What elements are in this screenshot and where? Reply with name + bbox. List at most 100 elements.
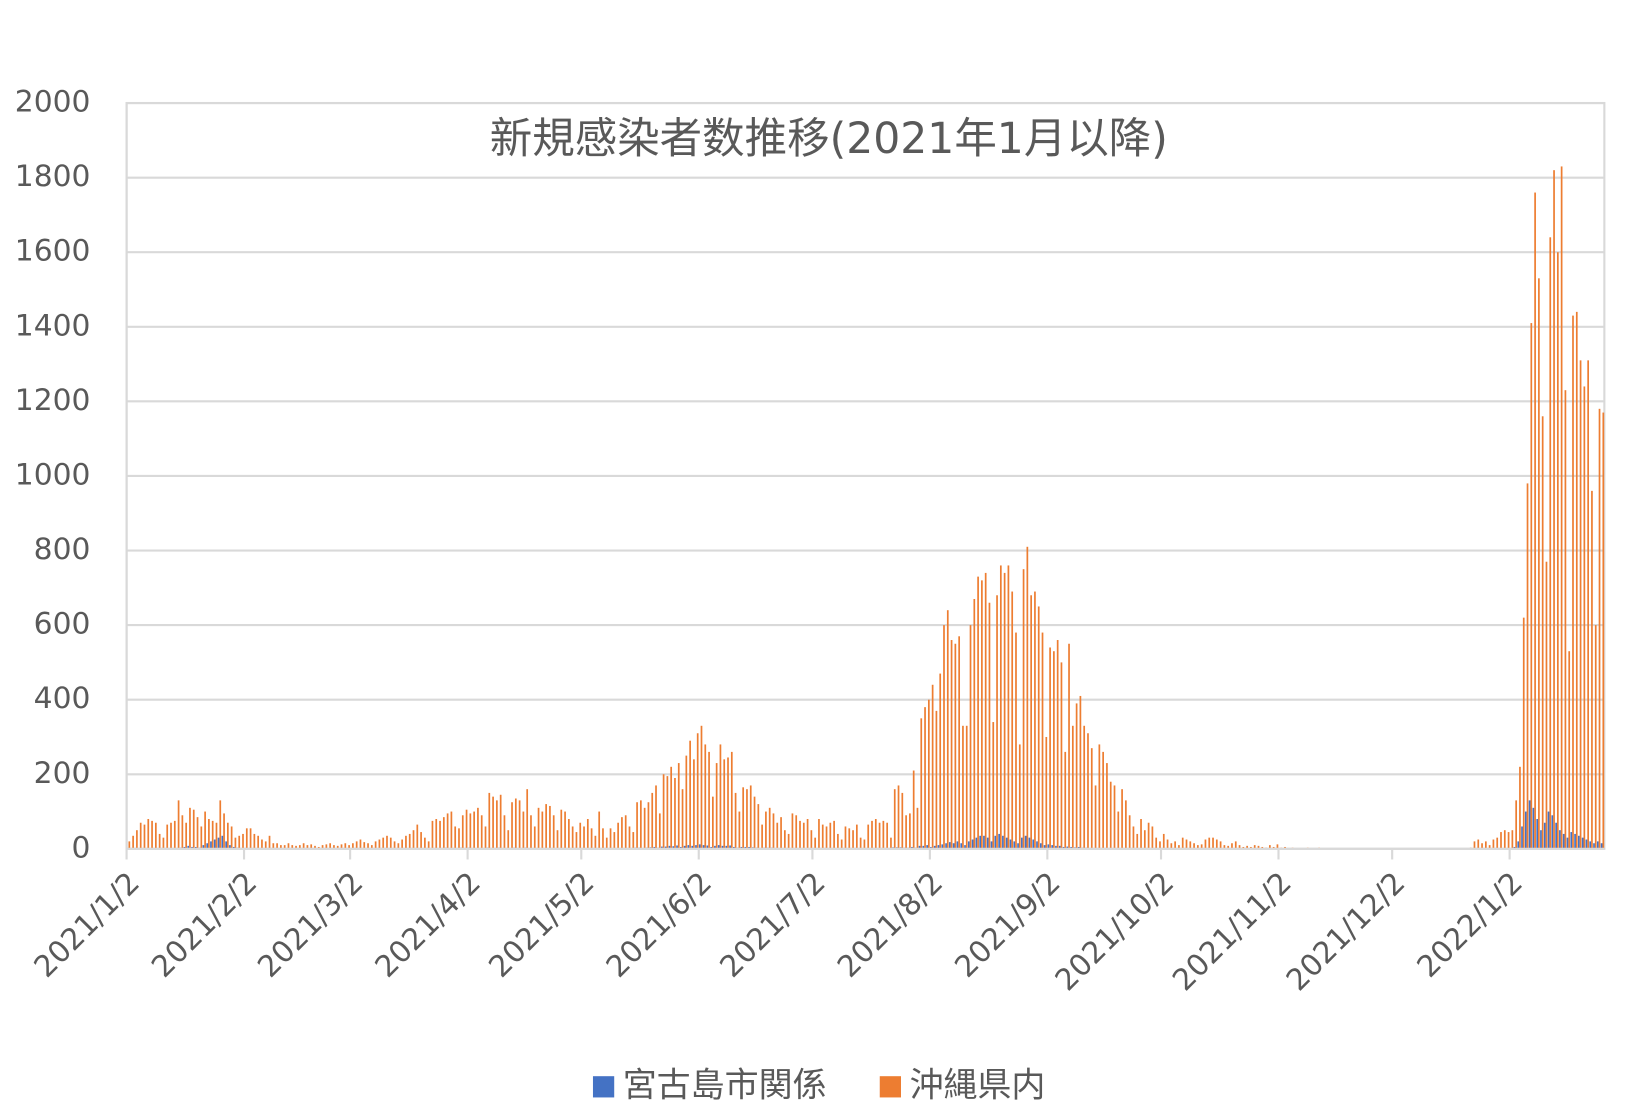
bar: [973, 599, 976, 849]
bar: [507, 830, 510, 849]
bar: [1045, 736, 1048, 849]
y-tick-label: 1800: [15, 159, 91, 194]
bar: [1556, 252, 1559, 849]
bar: [1037, 606, 1040, 849]
bar: [1028, 837, 1031, 849]
bar: [594, 835, 597, 849]
bar: [1526, 483, 1529, 849]
bar: [1159, 841, 1161, 849]
bar: [393, 841, 396, 849]
bar: [408, 833, 411, 849]
bar: [537, 807, 540, 849]
bar: [1522, 617, 1525, 849]
bar: [1532, 807, 1535, 849]
bar: [442, 817, 445, 849]
bar: [712, 796, 714, 849]
bar: [181, 815, 184, 849]
bar: [695, 845, 697, 849]
bar: [217, 837, 220, 849]
bar: [1212, 837, 1214, 849]
bar: [723, 759, 726, 849]
y-tick-label: 600: [34, 607, 91, 642]
bar: [897, 785, 900, 849]
bar: [746, 789, 748, 849]
bar: [776, 822, 779, 849]
bar: [151, 820, 153, 849]
bar: [210, 841, 212, 849]
bar: [1269, 845, 1271, 849]
bar: [374, 841, 377, 849]
bar: [1562, 833, 1565, 849]
bar: [617, 822, 619, 849]
bar: [783, 830, 786, 849]
bar: [829, 822, 832, 849]
bar: [863, 839, 866, 849]
bar: [1064, 751, 1067, 849]
bar: [412, 830, 415, 849]
bar: [397, 843, 400, 849]
bar: [912, 770, 915, 849]
bar: [814, 837, 817, 849]
bar: [658, 813, 661, 849]
bar: [931, 684, 934, 849]
bar: [621, 817, 623, 849]
bar: [1223, 845, 1226, 849]
y-tick-label: 2000: [15, 85, 91, 120]
bar: [496, 800, 498, 849]
bar: [1589, 841, 1592, 849]
bar: [530, 815, 532, 849]
bar: [204, 811, 206, 849]
bar: [852, 830, 854, 849]
bar: [223, 813, 225, 849]
legend-swatch: [879, 1076, 901, 1098]
bar: [979, 835, 982, 849]
bar: [177, 800, 180, 849]
bar: [1238, 845, 1241, 849]
bar: [924, 707, 926, 849]
bar: [1113, 785, 1116, 849]
bar: [1018, 744, 1021, 849]
bar: [1174, 841, 1176, 849]
bar: [560, 809, 563, 849]
bar: [226, 822, 229, 849]
bar: [647, 802, 650, 849]
bar: [1041, 632, 1044, 849]
bar: [541, 811, 544, 849]
bar: [187, 845, 190, 849]
bar: [1540, 830, 1542, 849]
bar: [984, 572, 987, 849]
bar: [257, 835, 260, 849]
bar: [704, 744, 707, 849]
bar: [1481, 843, 1483, 849]
y-tick-label: 400: [34, 681, 91, 716]
bar: [1166, 839, 1169, 849]
bar: [882, 820, 885, 849]
bar: [1185, 839, 1188, 849]
bar: [1530, 323, 1533, 849]
bar: [721, 845, 724, 849]
bar: [225, 841, 227, 849]
bar: [206, 843, 209, 849]
bar: [874, 819, 877, 849]
bar: [1178, 845, 1180, 849]
bar: [672, 846, 675, 849]
bar: [170, 822, 172, 849]
y-tick-label: 1000: [15, 457, 91, 492]
bar: [219, 800, 222, 849]
bar: [1075, 703, 1078, 849]
bar: [132, 835, 134, 849]
bar: [1566, 837, 1569, 849]
bar: [1473, 841, 1476, 849]
bar: [821, 824, 824, 849]
bar: [687, 845, 690, 849]
bar: [933, 845, 936, 849]
bar: [700, 725, 703, 849]
bar: [946, 610, 949, 849]
bar: [689, 740, 691, 849]
bar: [314, 845, 316, 849]
bar: [702, 845, 705, 849]
y-tick-label: 1200: [15, 383, 91, 418]
bar: [1011, 591, 1014, 849]
bar: [147, 819, 150, 849]
